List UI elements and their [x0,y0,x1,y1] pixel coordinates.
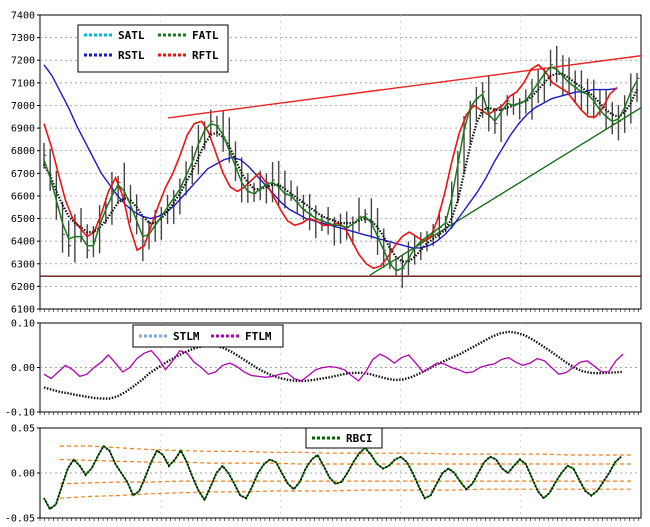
y-tick-label: 6600 [11,191,35,202]
legend-label-rbci: RBCI [346,432,373,445]
rftl-line [43,63,618,270]
y-tick-label: 6100 [11,305,35,316]
y-tick-label: 6400 [11,237,35,248]
legend-label-rstl: RSTL [118,49,145,62]
y-tick-label: 0.00 [11,469,35,480]
y-tick-label: 6300 [11,259,35,270]
y-tick-label: 7000 [11,101,35,112]
y-tick-label: 0.05 [11,424,35,435]
y-tick-label: 6900 [11,124,35,135]
y-tick-label: -0.05 [5,514,35,524]
y-tick-label: 7400 [11,11,35,22]
legend-label-satl: SATL [118,29,145,42]
fatl-line [43,66,638,272]
price-legend-box [77,24,229,73]
y-tick-label: 6200 [11,282,35,293]
legend-label-ftlm: FTLM [245,330,272,343]
trendline-resistance [167,55,642,119]
y-tick-label: 7300 [11,33,35,44]
y-tick-label: -0.10 [5,408,35,419]
y-tick-label: 6700 [11,169,35,180]
y-tick-label: 6500 [11,214,35,225]
y-tick-label: 0.10 [11,319,35,330]
y-tick-label: 7200 [11,56,35,67]
legend-label-rftl: RFTL [192,49,219,62]
y-tick-label: 0.00 [11,363,35,374]
rbci-line-dots [43,444,622,511]
rbci-legend-box [305,427,383,449]
stlm-line [43,330,624,400]
y-tick-label: 6800 [11,146,35,157]
ftlm-line [43,349,624,382]
oscillator-legend-box [132,324,284,348]
legend-label-stlm: STLM [173,330,200,343]
legend-label-fatl: FATL [192,29,219,42]
y-tick-label: 7100 [11,78,35,89]
satl-line [43,72,639,263]
